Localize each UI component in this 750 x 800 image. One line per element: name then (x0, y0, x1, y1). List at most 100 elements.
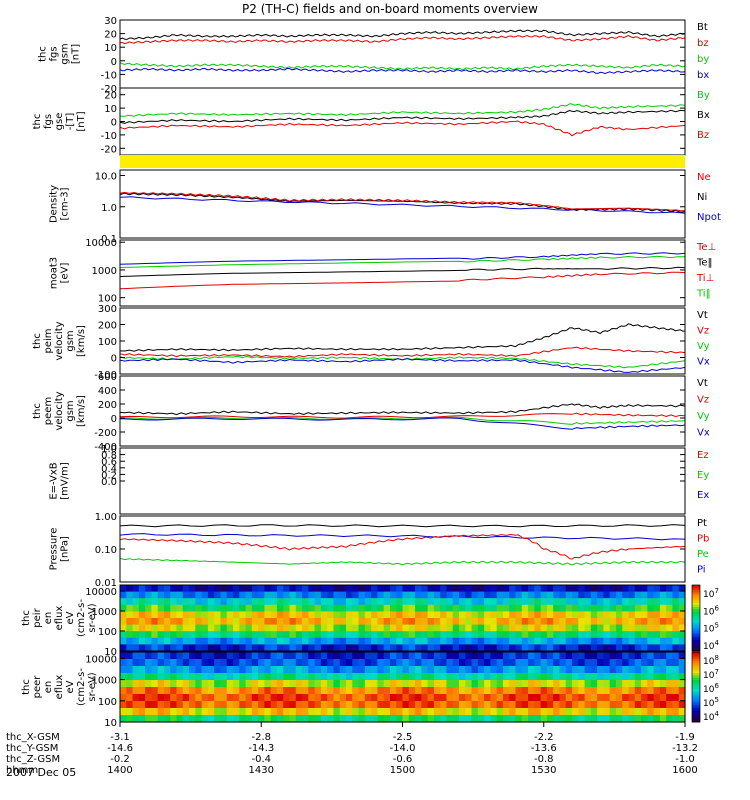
spectrogram-cell (258, 701, 265, 709)
y-tick-label: 0 (111, 118, 117, 129)
spectrogram-cell (641, 659, 648, 667)
spectrogram-cell (339, 618, 347, 626)
spectrogram-cell (584, 598, 592, 606)
spectrogram-cell (509, 604, 517, 612)
spectrogram-cell (653, 598, 661, 606)
spectrogram-cell (490, 701, 498, 709)
colorbar-tick: 106 (703, 682, 719, 695)
y-tick-label: 100 (98, 627, 117, 638)
spectrogram-cell (276, 687, 284, 695)
spectrogram-cell (628, 687, 636, 695)
spectrogram-cell (358, 631, 366, 639)
spectrogram-cell (590, 694, 598, 702)
spectrogram-cell (578, 652, 586, 660)
spectrogram-cell (490, 591, 498, 599)
spectrogram-cell (295, 644, 303, 652)
spectrogram-cell (534, 680, 542, 688)
spectrogram-cell (138, 708, 146, 716)
footer-value: -0.6 (393, 754, 413, 765)
spectrogram-cell (339, 644, 347, 652)
spectrogram-cell (622, 604, 630, 612)
spectrogram-cell (641, 701, 648, 709)
spectrogram-cell (214, 618, 222, 626)
spectrogram-cell (189, 680, 196, 688)
y-tick-label: -20 (101, 144, 117, 155)
spectrogram-cell (653, 591, 661, 599)
spectrogram-cell (521, 673, 529, 681)
spectrogram-cell (289, 694, 297, 702)
spectrogram-cell (389, 624, 397, 632)
spectrogram-cell (295, 659, 303, 667)
spectrogram-cell (320, 673, 328, 681)
spectrogram-cell (138, 611, 146, 619)
spectrogram-cell (415, 659, 422, 667)
spectrogram-cell (615, 637, 623, 645)
spectrogram-cell (276, 680, 284, 688)
spectrogram-cell (132, 591, 140, 599)
spectrogram-cell (308, 666, 316, 674)
spectrogram-cell (415, 652, 422, 660)
spectrogram-cell (415, 708, 422, 716)
spectrogram-cell (427, 644, 435, 652)
spectrogram-cell (138, 694, 146, 702)
spectrogram-cell (484, 666, 491, 674)
spectrogram-cell (308, 624, 316, 632)
spectrogram-cell (138, 624, 146, 632)
spectrogram-cell (622, 631, 630, 639)
spectrogram-cell (546, 631, 554, 639)
spectrogram-cell (396, 715, 404, 723)
spectrogram-cell (678, 687, 686, 695)
spectrogram-cell (609, 598, 617, 606)
spectrogram-cell (145, 701, 152, 709)
spectrogram-cell (653, 644, 661, 652)
spectrogram-cell (371, 652, 378, 660)
spectrogram-cell (659, 694, 667, 702)
spectrogram-cell (584, 611, 592, 619)
spectrogram-cell (490, 618, 498, 626)
spectrogram-cell (333, 591, 341, 599)
spectrogram-cell (484, 659, 491, 667)
spectrogram-cell (245, 673, 253, 681)
spectrogram-cell (239, 687, 247, 695)
spectrogram-cell (553, 708, 561, 716)
spectrogram-cell (597, 680, 604, 688)
spectrogram-cell (603, 694, 611, 702)
spectrogram-cell (176, 673, 184, 681)
spectrogram-cell (515, 598, 523, 606)
spectrogram-cell (214, 604, 222, 612)
colorbar-step (692, 585, 700, 588)
spectrogram-cell (584, 659, 592, 667)
spectrogram-cell (509, 701, 517, 709)
spectrogram-cell (126, 624, 134, 632)
spectrogram-cell (565, 708, 573, 716)
footer-value: -1.0 (675, 754, 695, 765)
spectrogram-cell (358, 673, 366, 681)
spectrogram-cell (195, 680, 203, 688)
spectrogram-cell (339, 708, 347, 716)
spectrogram-cell (157, 673, 165, 681)
spectrogram-cell (339, 652, 347, 660)
spectrogram-cell (126, 687, 134, 695)
spectrogram-cell (308, 687, 316, 695)
spectrogram-cell (176, 604, 184, 612)
spectrogram-cell (239, 666, 247, 674)
spectrogram-cell (264, 708, 272, 716)
spectrogram-cell (628, 694, 636, 702)
spectrogram-cell (396, 624, 404, 632)
quality-flag-band (120, 155, 685, 168)
spectrogram-cell (364, 631, 372, 639)
spectrogram-cell (603, 604, 611, 612)
spectrogram-cell (647, 598, 655, 606)
spectrogram-cell (622, 701, 630, 709)
spectrogram-cell (327, 680, 335, 688)
spectrogram-cell (233, 687, 240, 695)
spectrogram-cell (659, 585, 667, 593)
y-axis-label: eV (65, 611, 76, 624)
spectrogram-cell (214, 598, 222, 606)
spectrogram-cell (239, 624, 247, 632)
series-line-0 (119, 252, 686, 265)
spectrogram-cell (446, 666, 454, 674)
spectrogram-cell (584, 637, 592, 645)
spectrogram-cell (421, 694, 429, 702)
